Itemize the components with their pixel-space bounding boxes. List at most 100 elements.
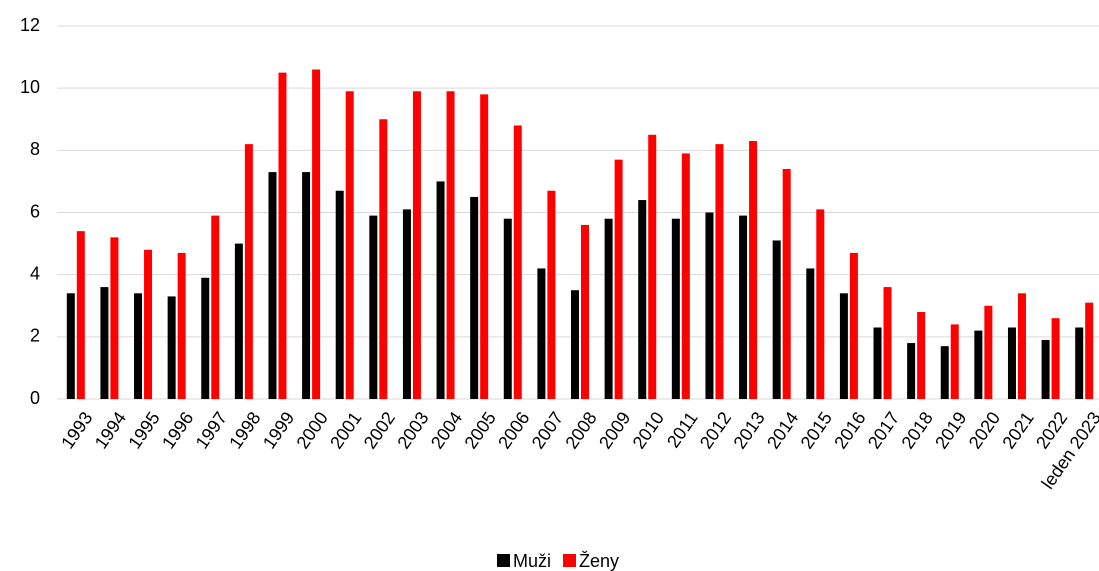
y-tick-label: 8 [30, 139, 40, 159]
bar [335, 190, 344, 399]
legend-label: Muži [513, 551, 551, 571]
x-tick-label: 2000 [293, 408, 332, 452]
x-tick-label: 1996 [158, 408, 197, 452]
bar [681, 153, 690, 399]
y-tick-label: 2 [30, 326, 40, 346]
bar [671, 218, 680, 399]
bar [883, 287, 892, 399]
x-tick-label: 1993 [57, 408, 96, 452]
bar [345, 91, 354, 400]
x-tick-label: 2020 [965, 408, 1004, 452]
bar [1085, 302, 1094, 399]
x-tick-label: 1998 [225, 408, 264, 452]
x-tick-label: 2010 [629, 408, 668, 452]
bar [782, 168, 791, 399]
x-tick-label: 2013 [729, 408, 768, 452]
bar [177, 252, 186, 399]
bar [446, 91, 455, 400]
x-tick-label: 1997 [192, 408, 231, 452]
bar [715, 144, 724, 399]
x-tick-label: 2016 [830, 408, 869, 452]
x-tick-label: 2008 [561, 408, 600, 452]
bar [167, 296, 176, 399]
y-tick-label: 0 [30, 388, 40, 408]
bar [581, 224, 589, 399]
bar [873, 327, 882, 399]
bar [614, 159, 623, 399]
bar [1051, 318, 1060, 399]
bar [436, 181, 445, 399]
x-tick-label: 1995 [124, 408, 163, 452]
y-tick-label: 6 [30, 201, 40, 221]
bar [1007, 327, 1016, 399]
x-tick-label: 2019 [931, 408, 970, 452]
y-tick-label: 12 [20, 15, 40, 35]
bar [917, 311, 926, 399]
x-tick-label: 2004 [427, 408, 466, 452]
bar [66, 293, 75, 399]
bar [839, 293, 848, 399]
bar [1075, 327, 1084, 399]
bar [547, 190, 556, 399]
bar [806, 268, 815, 399]
bar [244, 144, 253, 399]
bar [211, 215, 220, 399]
bar [974, 330, 983, 399]
legend-swatch [497, 554, 510, 567]
bar [772, 240, 781, 399]
bar [110, 237, 119, 399]
bar [537, 268, 546, 399]
x-tick-label: 2009 [595, 408, 634, 452]
x-tick-label: 2011 [663, 408, 702, 451]
x-tick-label: 2012 [696, 408, 735, 452]
x-tick-label: 2001 [326, 408, 365, 452]
bar [816, 209, 825, 399]
bar [369, 215, 378, 399]
bar [1041, 339, 1050, 399]
x-tick-label: 2003 [393, 408, 432, 452]
bar [100, 287, 109, 399]
bar [503, 218, 512, 399]
bar [984, 305, 993, 399]
y-tick-label: 10 [20, 77, 40, 97]
bar [638, 200, 647, 399]
x-tick-label: 2018 [898, 408, 937, 452]
x-tick-label: 2005 [461, 408, 500, 452]
bar [907, 343, 916, 399]
x-tick-label: 2007 [528, 408, 567, 452]
x-tick-label: 2021 [998, 408, 1037, 452]
x-tick-label: 1994 [91, 408, 130, 452]
bar [412, 91, 421, 400]
bar [604, 218, 613, 399]
bar [749, 141, 758, 399]
bar [849, 252, 858, 399]
x-tick-label: 2014 [763, 408, 802, 452]
bar [470, 196, 479, 399]
bar [234, 243, 243, 399]
bar [648, 134, 657, 399]
bar [268, 172, 277, 399]
bar [739, 215, 748, 399]
legend-swatch [563, 554, 577, 567]
x-tick-label: 1999 [259, 408, 298, 452]
bar [144, 249, 153, 399]
x-tick-label: 2006 [494, 408, 533, 452]
legend-label: Ženy [579, 551, 619, 571]
bar [513, 125, 522, 399]
bar [302, 172, 311, 399]
bar [312, 69, 321, 400]
x-tick-label: 2015 [797, 408, 836, 452]
bar [201, 277, 210, 399]
bar [940, 346, 949, 399]
bar [705, 212, 714, 399]
bar [379, 119, 388, 399]
bar [571, 290, 579, 399]
bar [278, 72, 287, 399]
y-tick-label: 4 [30, 263, 40, 283]
bar [134, 293, 143, 399]
bar [76, 231, 85, 399]
x-tick-label: 2002 [360, 408, 399, 452]
x-tick-label: 2017 [864, 408, 903, 452]
bar [480, 94, 489, 399]
